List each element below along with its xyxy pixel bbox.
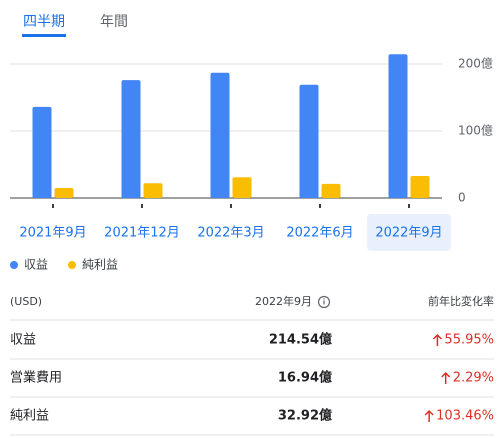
row-change: 2.29%: [453, 371, 494, 386]
legend-swatch: [10, 261, 18, 269]
table-header: 2022年9月: [255, 294, 312, 308]
row-value: 214.54億: [269, 332, 332, 348]
bar: [388, 54, 408, 198]
row-change: 55.95%: [444, 333, 494, 348]
row-change: 103.46%: [436, 409, 494, 424]
x-tick-label: 2021年12月: [104, 226, 180, 241]
bar: [143, 183, 163, 198]
row-label: 営業費用: [10, 370, 62, 386]
bar: [299, 84, 319, 198]
bar: [210, 72, 230, 198]
x-tick-label: 2022年3月: [197, 226, 264, 241]
x-tick-label: 2021年9月: [19, 226, 86, 241]
legend-swatch: [68, 261, 77, 269]
bar: [410, 175, 430, 198]
bar: [232, 177, 252, 198]
row-label: 純利益: [10, 409, 49, 424]
x-tick-label: 2022年6月: [286, 226, 353, 241]
tab-quarterly[interactable]: 四半期: [23, 14, 65, 30]
tab-indicator: [22, 34, 66, 37]
up-arrow: [424, 409, 434, 422]
table-header: 前年比変化率: [428, 294, 494, 308]
up-arrow: [432, 333, 442, 346]
info-icon-dot: [323, 298, 325, 300]
up-arrow: [441, 371, 451, 384]
bar: [32, 106, 52, 198]
legend-label: 純利益: [82, 258, 118, 272]
info-icon-bar: [323, 300, 325, 305]
y-tick-label: 200億: [458, 57, 493, 71]
info-icon[interactable]: [317, 295, 331, 309]
y-tick-label: 0: [458, 191, 466, 205]
row-value: 32.92億: [278, 408, 332, 424]
bar: [54, 187, 74, 198]
bar: [121, 80, 141, 198]
y-tick-label: 100億: [458, 124, 493, 138]
bar: [321, 183, 341, 198]
x-tick-label: 2022年9月: [375, 226, 442, 241]
row-label: 収益: [10, 333, 36, 348]
legend-label: 収益: [24, 258, 48, 272]
tab-annual[interactable]: 年間: [100, 14, 128, 30]
selected-period: [367, 214, 451, 251]
table-header: (USD): [10, 295, 42, 308]
row-value: 16.94億: [278, 370, 332, 386]
